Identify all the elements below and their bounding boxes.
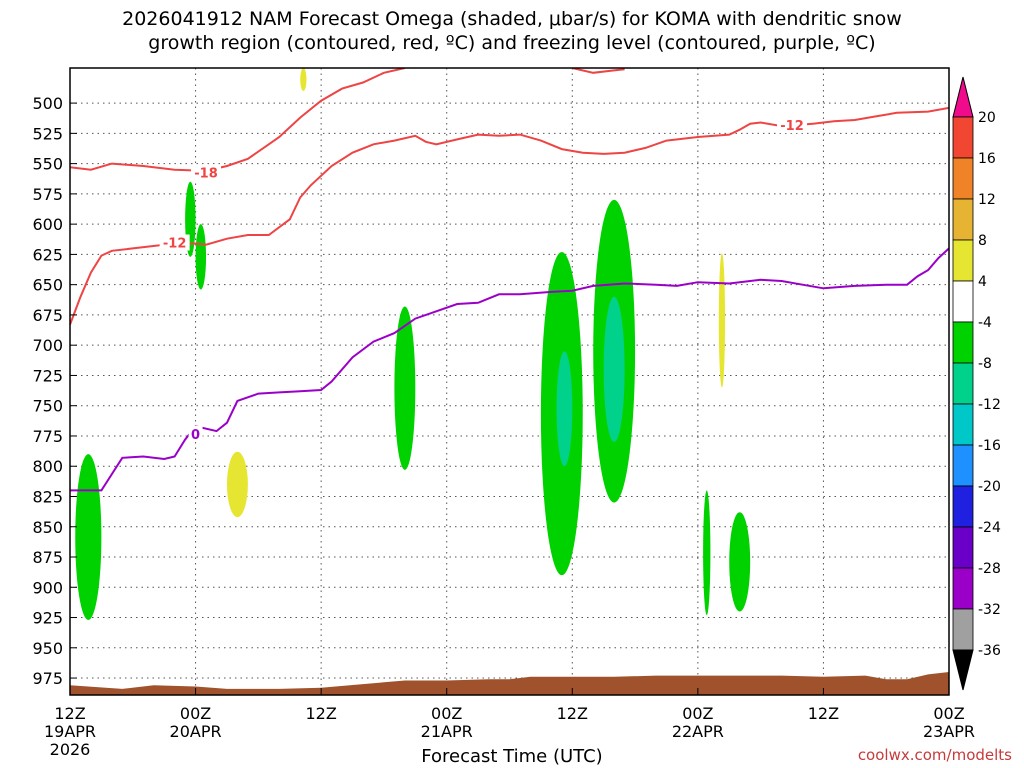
y-tick-label: 750 <box>32 397 63 416</box>
colorbar-label: 8 <box>978 233 987 249</box>
x-tick-date: 22APR <box>672 722 724 741</box>
colorbar: 20 16 12 8 4 -4 -8 -12 -16 -20 -24 -28 -32 -36 <box>952 76 1001 691</box>
y-tick-label: 900 <box>32 578 63 597</box>
y-tick-label: 950 <box>32 639 63 658</box>
x-tick-label: 00Z <box>431 704 462 723</box>
contour-labels: -18 -12 -12 0 <box>159 117 808 443</box>
gridlines <box>69 68 950 695</box>
y-tick-label: 925 <box>32 609 63 628</box>
colorbar-band <box>952 567 974 610</box>
x-tick-label: 00Z <box>682 704 713 723</box>
colorbar-label: -4 <box>978 315 992 331</box>
colorbar-band <box>952 321 974 364</box>
x-axis-title: Forecast Time (UTC) <box>421 746 603 767</box>
contour-label-bg <box>188 425 203 442</box>
colorbar-label: 20 <box>978 110 996 126</box>
contour-label: 0 <box>191 428 200 443</box>
colorbar-band <box>952 444 974 487</box>
contour-line <box>70 106 949 325</box>
contour-label-bg <box>191 164 222 181</box>
colorbar-label: -36 <box>978 643 1001 659</box>
plot-frame <box>69 67 950 696</box>
contour-label: -18 <box>194 166 218 181</box>
y-tick-label: 825 <box>32 487 63 506</box>
colorbar-label: -12 <box>978 397 1001 413</box>
credit-text: coolwx.com/modelts <box>857 746 1012 764</box>
y-tick-label: 600 <box>32 215 63 234</box>
y-tick-label: 550 <box>32 155 63 174</box>
colorbar-band <box>952 280 974 323</box>
omega-region <box>300 68 307 91</box>
x-tick-date: 20APR <box>170 722 222 741</box>
colorbar-label: 12 <box>978 192 996 208</box>
omega-shading <box>75 68 751 620</box>
x-tick-label: 12Z <box>54 704 85 723</box>
omega-region <box>394 306 416 470</box>
colorbar-band <box>952 362 974 405</box>
colorbar-label: 4 <box>978 274 987 290</box>
chart-title-line1: 2026041912 NAM Forecast Omega (shaded, μ… <box>122 8 902 30</box>
terrain-fill <box>70 672 949 695</box>
y-tick-label: 850 <box>32 518 63 537</box>
colorbar-label: 16 <box>978 151 996 167</box>
omega-region <box>226 451 248 518</box>
omega-region <box>729 512 751 612</box>
x-tick-label: 00Z <box>933 704 964 723</box>
omega-region <box>195 224 207 290</box>
colorbar-label: -28 <box>978 561 1001 577</box>
omega-region <box>556 351 573 467</box>
x-tick-year: 2026 <box>50 740 91 759</box>
y-tick-label: 525 <box>32 124 63 143</box>
y-tick-label: 725 <box>32 366 63 385</box>
colorbar-label: -24 <box>978 520 1001 536</box>
omega-region <box>718 253 726 388</box>
colorbar-band <box>952 403 974 446</box>
y-tick-label: 500 <box>32 94 63 113</box>
colorbar-band <box>952 116 974 159</box>
y-tick-label: 675 <box>32 306 63 325</box>
x-tick-label: 12Z <box>305 704 336 723</box>
colorbar-band <box>952 157 974 200</box>
x-tick-date: 23APR <box>923 722 975 741</box>
colorbar-band <box>952 239 974 282</box>
y-tick-label: 650 <box>32 276 63 295</box>
contour-label-bg <box>777 117 808 134</box>
y-tick-label: 975 <box>32 669 63 688</box>
colorbar-label: -16 <box>978 438 1001 454</box>
y-axis-ticks: 500 525 550 575 600 625 650 675 700 725 750 775 800 8… <box>32 94 77 688</box>
x-tick-label: 00Z <box>180 704 211 723</box>
omega-region <box>75 454 102 620</box>
x-tick-date: 21APR <box>421 722 473 741</box>
colorbar-bottom-triangle <box>952 649 974 691</box>
y-tick-label: 800 <box>32 457 63 476</box>
omega-region <box>603 296 625 443</box>
colorbar-band <box>952 485 974 528</box>
x-tick-date: 19APR <box>44 722 96 741</box>
colorbar-label: -32 <box>978 602 1001 618</box>
colorbar-top-triangle <box>952 76 974 118</box>
colorbar-band <box>952 526 974 569</box>
contour-label: -12 <box>163 237 187 252</box>
colorbar-band <box>952 198 974 241</box>
contour-line <box>70 68 406 172</box>
colorbar-label: -8 <box>978 356 992 372</box>
chart-title-line2: growth region (contoured, red, ºC) and f… <box>148 32 876 54</box>
colorbar-band <box>952 608 974 651</box>
contour-line <box>572 68 625 74</box>
contour-label-bg <box>159 234 190 251</box>
x-tick-label: 12Z <box>557 704 588 723</box>
y-tick-label: 700 <box>32 336 63 355</box>
y-tick-label: 875 <box>32 548 63 567</box>
x-tick-label: 12Z <box>808 704 839 723</box>
y-tick-label: 575 <box>32 185 63 204</box>
colorbar-label: -20 <box>978 479 1001 495</box>
y-tick-label: 625 <box>32 245 63 264</box>
contour-label: -12 <box>780 119 804 134</box>
terrain <box>70 672 949 695</box>
omega-region <box>703 490 711 616</box>
y-tick-label: 775 <box>32 427 63 446</box>
